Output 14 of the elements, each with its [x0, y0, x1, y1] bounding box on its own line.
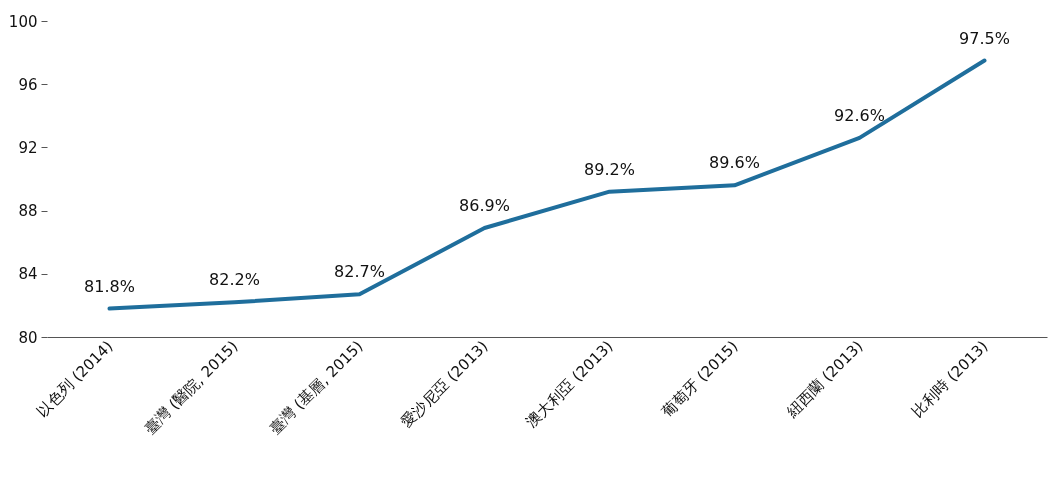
data-label: 82.7%: [334, 262, 385, 282]
y-tick-label: 96: [18, 75, 38, 94]
data-label: 97.5%: [959, 28, 1010, 48]
y-tick-label: 92: [18, 138, 38, 157]
data-label: 81.8%: [84, 276, 135, 296]
y-tick-label: 88: [18, 202, 38, 221]
data-label: 82.2%: [209, 270, 260, 290]
data-label: 92.6%: [834, 105, 885, 125]
y-tick-label: 80: [18, 328, 38, 347]
data-label: 89.2%: [584, 159, 635, 179]
y-tick-label: 84: [18, 265, 38, 284]
y-tick-label: 100: [8, 12, 38, 31]
data-label: 86.9%: [459, 195, 510, 215]
data-label: 89.6%: [709, 153, 760, 173]
